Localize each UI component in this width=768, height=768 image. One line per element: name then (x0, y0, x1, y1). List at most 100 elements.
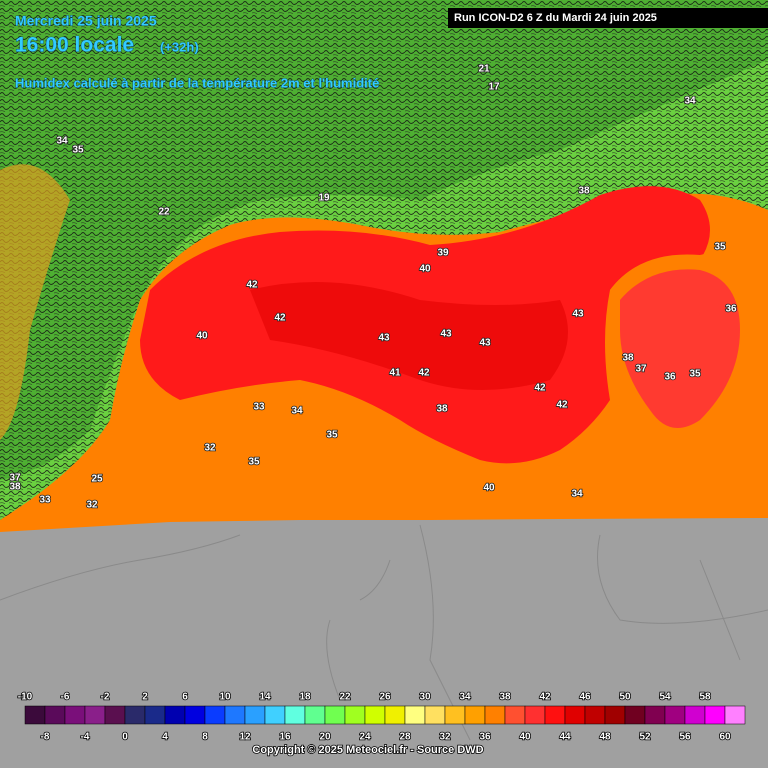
legend-swatch (584, 705, 606, 725)
legend-swatch (164, 705, 186, 725)
map-value-label: 17 (488, 82, 500, 93)
legend-label: 42 (539, 692, 551, 703)
legend-label: 0 (122, 732, 128, 743)
legend-label: 38 (499, 692, 511, 703)
legend-swatch (284, 705, 306, 725)
legend-label: -2 (101, 692, 110, 703)
legend-label: 44 (559, 732, 571, 743)
map-value-label: 32 (204, 443, 216, 454)
legend-swatch (464, 705, 486, 725)
map-value-label: 35 (326, 430, 338, 441)
legend-label: 50 (619, 692, 631, 703)
map-value-label: 35 (248, 457, 260, 468)
legend-label: 8 (202, 732, 208, 743)
map-value-label: 19 (318, 193, 330, 204)
legend-label: -8 (41, 732, 50, 743)
map-value-label: 35 (72, 145, 84, 156)
lead-time: (+32h) (160, 39, 199, 54)
legend-swatch (704, 705, 726, 725)
map-value-label: 35 (714, 242, 726, 253)
map-value-label: 37 (9, 473, 21, 484)
warm-sea (620, 269, 740, 428)
map-value-label: 43 (479, 338, 491, 349)
legend-label: 2 (142, 692, 148, 703)
map-value-label: 21 (478, 64, 490, 75)
run-info: Run ICON-D2 6 Z du Mardi 24 juin 2025 (454, 12, 657, 24)
legend-swatch (524, 705, 546, 725)
map-value-label: 38 (9, 482, 21, 493)
legend-swatch (564, 705, 586, 725)
legend-swatch (264, 705, 286, 725)
legend-swatch (344, 705, 366, 725)
legend-swatch (544, 705, 566, 725)
legend-swatch (504, 705, 526, 725)
legend-swatch (724, 705, 746, 725)
legend-label: 26 (379, 692, 391, 703)
warm-patch (0, 164, 70, 441)
legend-label: 58 (699, 692, 711, 703)
date: Mercredi 25 juin 2025 (15, 13, 157, 29)
legend-label: -10 (18, 692, 33, 703)
legend-label: 10 (219, 692, 231, 703)
map-value-label: 39 (437, 248, 449, 259)
map-value-label: 33 (39, 495, 51, 506)
legend-swatch (144, 705, 166, 725)
map-value-label: 34 (684, 96, 696, 107)
map-value-label: 42 (556, 400, 568, 411)
legend-label: -4 (81, 732, 90, 743)
borders (0, 524, 768, 741)
map-value-label: 33 (253, 402, 265, 413)
legend-swatch (644, 705, 666, 725)
map-value-label: 35 (689, 369, 701, 380)
map-value-label: 42 (274, 313, 286, 324)
legend-label: 46 (579, 692, 591, 703)
legend-label: 40 (519, 732, 531, 743)
time: 16:00 locale (15, 34, 134, 57)
map-value-label: 40 (196, 331, 208, 342)
map-value-label: 36 (664, 372, 676, 383)
map-value-label: 43 (440, 329, 452, 340)
legend-label: 18 (299, 692, 311, 703)
map-value-label: 22 (158, 207, 170, 218)
ligurian-sea (170, 426, 412, 535)
legend: -10-8-6-4-202468101214161820222426283032… (17, 691, 746, 743)
legend-label: 34 (459, 692, 471, 703)
legend-swatch (224, 705, 246, 725)
legend-label: 54 (659, 692, 671, 703)
map-value-label: 25 (91, 474, 103, 485)
legend-swatch (184, 705, 206, 725)
legend-swatch (484, 705, 506, 725)
legend-label: 60 (719, 732, 731, 743)
subtitle: Humidex calculé à partir de la températu… (15, 75, 379, 90)
legend-label: 30 (419, 692, 431, 703)
legend-swatch (24, 705, 46, 725)
legend-swatch (324, 705, 346, 725)
map-value-label: 40 (483, 483, 495, 494)
legend-swatch (364, 705, 386, 725)
legend-swatch (44, 705, 66, 725)
legend-swatch (64, 705, 86, 725)
legend-label: 48 (599, 732, 611, 743)
map-value-label: 38 (578, 186, 590, 197)
hottest-region (250, 282, 568, 390)
legend-swatch (444, 705, 466, 725)
map-value-label: 37 (635, 364, 647, 375)
legend-swatch (304, 705, 326, 725)
legend-label: 20 (319, 732, 331, 743)
legend-label: 14 (259, 692, 271, 703)
legend-label: 28 (399, 732, 411, 743)
legend-label: 56 (679, 732, 691, 743)
map-value-label: 36 (725, 304, 737, 315)
legend-swatch (84, 705, 106, 725)
legend-label: 36 (479, 732, 491, 743)
legend-swatch (124, 705, 146, 725)
contour-lines (0, 0, 768, 520)
legend-swatch (104, 705, 126, 725)
legend-label: 6 (182, 692, 188, 703)
map-value-label: 40 (419, 264, 431, 275)
map-value-label: 43 (378, 333, 390, 344)
map-value-label: 41 (389, 368, 401, 379)
legend-swatch (424, 705, 446, 725)
